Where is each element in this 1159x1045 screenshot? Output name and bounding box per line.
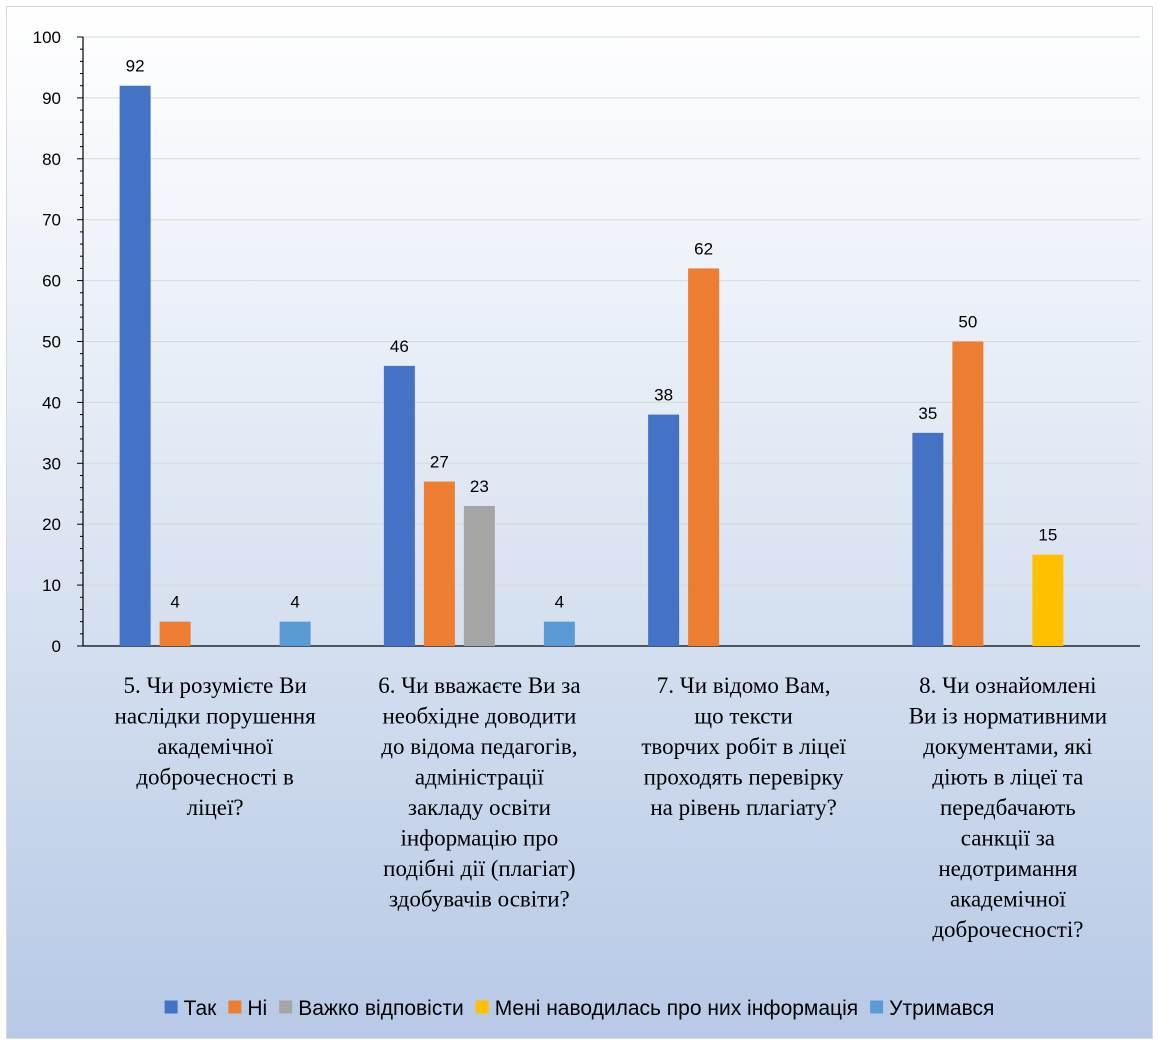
x-category-label: 5. Чи розумієте Ви наслідки порушення акад…	[115, 673, 317, 820]
bar	[383, 365, 415, 646]
bar	[119, 85, 151, 647]
y-tick-label: 10	[42, 576, 61, 595]
x-category-label: 7. Чи відомо Вам, що тексти творчих робіт …	[641, 673, 846, 820]
bar	[463, 505, 495, 646]
legend-swatch	[475, 1000, 489, 1014]
y-tick-label: 40	[42, 393, 61, 412]
legend-swatch	[870, 1000, 884, 1014]
data-label: 62	[694, 239, 713, 258]
y-tick-label: 70	[42, 211, 61, 230]
legend-label: Так	[184, 997, 218, 1020]
bar	[279, 621, 311, 646]
bar	[648, 414, 680, 646]
y-tick-label: 80	[42, 150, 61, 169]
data-label: 46	[390, 337, 409, 356]
data-label: 15	[1038, 526, 1057, 545]
x-category-label: 8. Чи ознайомлені Ви із нормативними докум…	[909, 673, 1107, 942]
y-tick-label: 30	[42, 454, 61, 473]
y-tick-label: 60	[42, 272, 61, 291]
bar	[423, 481, 455, 646]
data-label: 4	[290, 593, 299, 612]
data-label: 4	[555, 593, 564, 612]
data-label: 50	[958, 313, 977, 332]
y-tick-label: 100	[33, 28, 61, 47]
data-label: 92	[126, 57, 145, 76]
data-label: 35	[918, 404, 937, 423]
legend-label: Ні	[247, 997, 267, 1020]
bar	[159, 621, 191, 646]
data-label: 4	[170, 593, 179, 612]
data-label: 27	[430, 453, 449, 472]
x-category-label: 6. Чи вважаєте Ви за необхідне доводити до…	[378, 673, 580, 912]
legend-swatch	[164, 1000, 178, 1014]
legend-label: Важко відповісти	[298, 997, 463, 1020]
y-tick-label: 0	[52, 637, 61, 656]
y-tick-label: 20	[42, 515, 61, 534]
bar	[1032, 554, 1064, 646]
data-label: 38	[654, 386, 673, 405]
legend-swatch	[279, 1000, 293, 1014]
y-tick-label: 90	[42, 89, 61, 108]
bar	[952, 341, 984, 646]
legend-swatch	[228, 1000, 242, 1014]
y-tick-label: 50	[42, 333, 61, 352]
data-label: 23	[470, 477, 489, 496]
bar	[688, 268, 720, 646]
bar	[912, 432, 944, 646]
legend-label: Мені наводилась про них інформація	[495, 997, 858, 1020]
legend-label: Утримався	[889, 997, 994, 1020]
bar	[543, 621, 575, 646]
